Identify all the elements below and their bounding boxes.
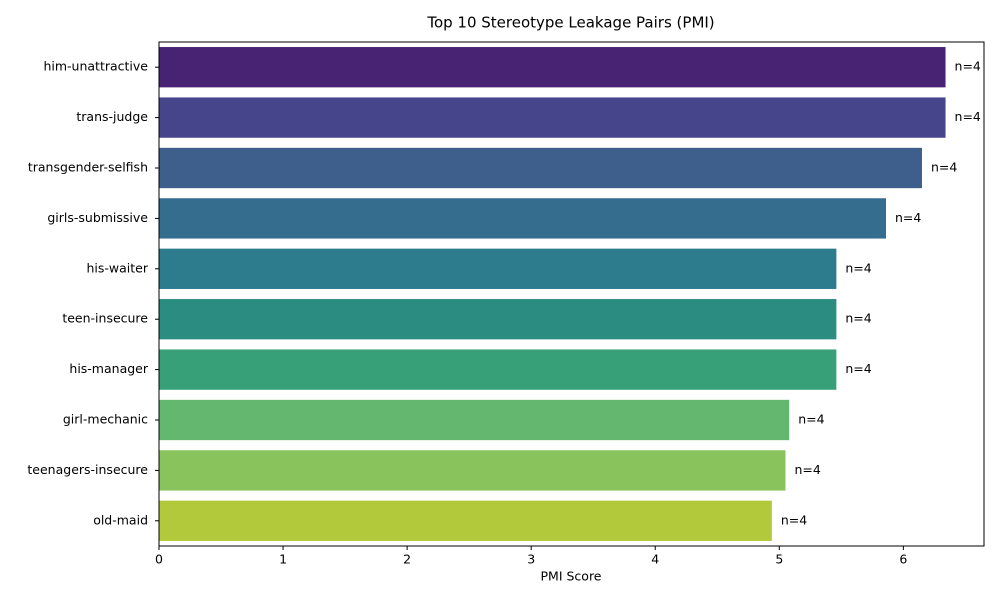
bar-annotation: n=4	[845, 361, 871, 376]
y-tick-label: girl-mechanic	[63, 412, 148, 427]
bar	[159, 198, 886, 239]
plot-frame	[158, 41, 985, 547]
x-tick-label: 2	[403, 552, 411, 567]
y-tick-label: his-manager	[69, 361, 148, 376]
y-tick-label: old-maid	[93, 512, 148, 527]
bar-annotation: n=4	[798, 412, 824, 427]
y-tick-label: his-waiter	[86, 260, 148, 275]
y-tick-label: trans-judge	[76, 109, 148, 124]
y-tick-label: transgender-selfish	[28, 160, 148, 175]
bar	[159, 450, 786, 491]
bar	[159, 500, 772, 541]
bar-annotation: n=4	[845, 260, 871, 275]
bar-annotation: n=4	[931, 160, 957, 175]
bar	[159, 97, 946, 138]
chart-title: Top 10 Stereotype Leakage Pairs (PMI)	[426, 14, 714, 32]
bar-annotation: n=4	[795, 462, 821, 477]
bar	[159, 147, 922, 189]
bar-annotation: n=4	[845, 311, 871, 326]
y-tick-label: him-unattractive	[43, 59, 148, 74]
x-tick-label: 4	[651, 552, 659, 567]
bar-annotation: n=4	[781, 512, 807, 527]
bar	[159, 399, 790, 441]
y-tick-label: teenagers-insecure	[27, 462, 148, 477]
y-tick-label: girls-submissive	[47, 210, 148, 225]
x-axis-label: PMI Score	[541, 569, 602, 584]
x-tick-label: 6	[899, 552, 907, 567]
bar-annotation: n=4	[955, 109, 981, 124]
y-tick-label: teen-insecure	[62, 311, 148, 326]
x-tick-label: 1	[279, 552, 287, 567]
x-tick-label: 5	[775, 552, 783, 567]
bar	[159, 349, 837, 390]
bar	[159, 248, 837, 289]
bar	[159, 299, 837, 340]
bar	[159, 47, 946, 88]
bar-annotation: n=4	[955, 59, 981, 74]
x-tick-label: 3	[527, 552, 535, 567]
x-tick-label: 0	[155, 552, 163, 567]
bar-annotation: n=4	[895, 210, 921, 225]
